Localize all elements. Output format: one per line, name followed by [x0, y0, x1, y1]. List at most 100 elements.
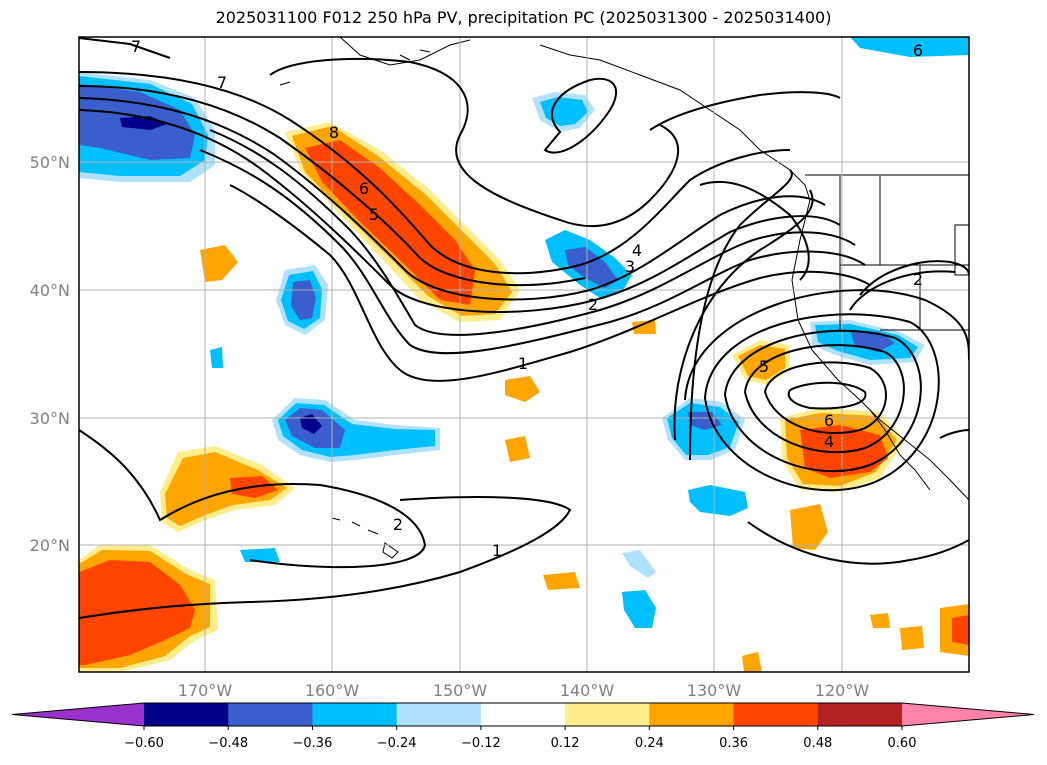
pv-contour-7 — [79, 71, 791, 275]
colorbar-tick-label: 0.48 — [803, 736, 832, 751]
islands-hawaii — [331, 517, 399, 559]
contour-label: 6 — [359, 179, 369, 198]
pv-contour — [859, 260, 969, 296]
pv-contour — [79, 109, 841, 313]
neg-area — [240, 548, 280, 562]
colorbar-tick-label: −0.48 — [208, 736, 248, 751]
lat-label: 40°N — [30, 281, 70, 300]
colorbar-segment — [312, 703, 398, 726]
colorbar-segment — [817, 703, 903, 726]
lon-label: 130°W — [687, 681, 742, 700]
pos-area — [165, 452, 287, 526]
pv-contour — [229, 184, 871, 382]
pv-contours — [79, 37, 969, 619]
latitude-labels: 50°N 40°N 30°N 20°N — [30, 153, 70, 555]
pv-contour-1 — [79, 496, 572, 619]
map-frame — [78, 36, 970, 673]
pv-contour — [269, 57, 679, 228]
neg-area — [565, 247, 618, 288]
pv-contour — [79, 85, 586, 287]
colorbar-segment — [649, 703, 735, 726]
pos-area — [543, 572, 580, 590]
colorbar-segment — [565, 703, 650, 726]
contour-label: 4 — [824, 432, 834, 451]
pv-contour — [723, 329, 922, 473]
colorbar-tick-label: −0.12 — [461, 736, 501, 751]
pv-contour — [684, 289, 969, 401]
colorbar-segment — [144, 703, 229, 726]
neg-area — [850, 37, 969, 57]
lat-label: 50°N — [30, 153, 70, 172]
contour-label: 3 — [625, 257, 635, 276]
longitude-labels: 170°W 160°W 150°W 140°W 130°W 120°W — [178, 681, 870, 700]
neg-area — [688, 485, 748, 516]
pv-contour-1 — [699, 180, 810, 281]
contour-label: 7 — [131, 37, 141, 56]
pv-contour — [79, 97, 826, 301]
contour-label: 1 — [492, 541, 502, 560]
lon-label: 120°W — [815, 681, 870, 700]
pv-contour-6 — [787, 381, 867, 410]
pos-area — [742, 652, 762, 672]
colorbar-tick-label: 0.36 — [719, 736, 748, 751]
contour-label: 5 — [369, 205, 379, 224]
neg-area — [622, 590, 656, 628]
pv-contour-1 — [543, 77, 617, 154]
contour-labels: 7 7 8 6 5 4 3 2 1 2 1 5 6 4 2 6 — [131, 37, 923, 560]
contour-label: 6 — [913, 41, 923, 60]
contour-label: 7 — [217, 73, 227, 92]
pv-contour — [649, 91, 841, 131]
pv-contour — [747, 521, 969, 565]
colorbar-extend-min — [12, 703, 144, 726]
pos-area — [738, 345, 785, 380]
pos-area — [790, 504, 828, 550]
colorbar-tick-label: −0.60 — [124, 736, 164, 751]
pos-area — [900, 626, 924, 650]
coastline-alaska — [339, 37, 969, 501]
border-states — [839, 176, 969, 331]
colorbar-segment — [480, 703, 566, 726]
colorbar-tick-label: 0.60 — [888, 736, 917, 751]
coastlines — [279, 37, 969, 559]
colorbar-segment — [733, 703, 819, 726]
contour-label: 6 — [824, 411, 834, 430]
pv-contour — [673, 189, 814, 441]
contour-label: 2 — [913, 270, 923, 289]
pv-contour — [199, 149, 866, 355]
pos-area — [632, 320, 656, 334]
contour-label: 2 — [393, 515, 403, 534]
colorbar-tick-label: −0.36 — [293, 736, 333, 751]
pv-contour — [209, 129, 856, 336]
pos-area — [952, 615, 969, 645]
colorbar-tick-label: −0.24 — [377, 736, 417, 751]
colorbar-extend-max — [902, 703, 1034, 726]
map-title: 2025031100 F012 250 hPa PV, precipitatio… — [215, 8, 832, 27]
colorbar-tick-label: 0.12 — [551, 736, 580, 751]
contour-label: 8 — [329, 123, 339, 142]
neg-area — [300, 414, 322, 434]
lon-label: 150°W — [433, 681, 488, 700]
colorbar: −0.60 −0.48 −0.36 −0.24 −0.12 0.12 0.24 0.36 0.4… — [11, 702, 1035, 751]
coastline-aleutians — [279, 49, 431, 86]
pos-area — [870, 613, 890, 628]
pv-contour — [763, 361, 887, 434]
lon-label: 170°W — [178, 681, 233, 700]
lat-label: 30°N — [30, 409, 70, 428]
pv-contour — [689, 169, 793, 461]
pos-area — [505, 376, 540, 402]
pv-contour-2 — [79, 429, 427, 569]
coastline-baja — [869, 409, 931, 491]
contour-label: 2 — [588, 295, 598, 314]
precip-shading — [79, 37, 969, 672]
lon-label: 160°W — [305, 681, 360, 700]
pos-area — [505, 436, 530, 462]
contour-label: 5 — [759, 357, 769, 376]
contour-label: 1 — [518, 354, 528, 373]
pos-area — [305, 140, 475, 305]
neg-area — [622, 550, 656, 578]
pv-contour-7 — [79, 37, 171, 59]
pv-contour — [743, 344, 905, 454]
pos-area — [200, 245, 238, 282]
contour-label: 4 — [632, 241, 642, 260]
